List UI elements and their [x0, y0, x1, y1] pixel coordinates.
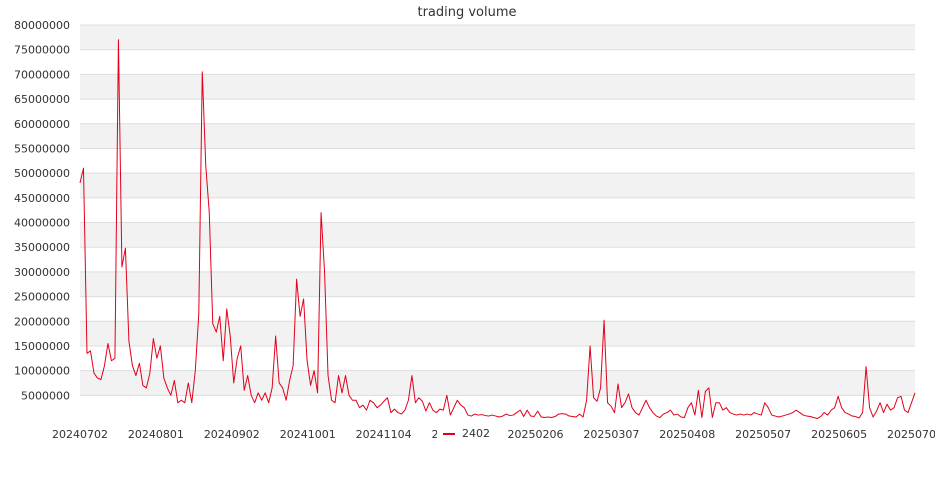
background-band	[80, 321, 915, 346]
x-tick-label: 20241104	[356, 428, 412, 441]
legend-background	[437, 424, 495, 442]
legend-label: 2402	[462, 427, 490, 440]
background-band	[80, 25, 915, 50]
y-tick-label: 60000000	[14, 118, 70, 131]
background-band	[80, 370, 915, 396]
background-band	[80, 271, 915, 297]
background-band	[80, 222, 915, 248]
x-tick-label: 20250408	[659, 428, 715, 441]
y-tick-label: 55000000	[14, 142, 70, 155]
background-bands	[80, 25, 915, 396]
y-tick-label: 15000000	[14, 340, 70, 353]
x-tick-label: 20240902	[204, 428, 260, 441]
y-tick-label: 70000000	[14, 68, 70, 81]
y-tick-label: 75000000	[14, 44, 70, 57]
x-tick-label: 20250704	[887, 428, 935, 441]
x-tick-label: 20240801	[128, 428, 184, 441]
background-band	[80, 74, 915, 100]
x-tick-label: 20240702	[52, 428, 108, 441]
legend: 2402	[437, 424, 495, 442]
gridlines	[80, 24, 915, 396]
y-tick-label: 35000000	[14, 241, 70, 254]
x-tick-label: 20250307	[583, 428, 639, 441]
x-tick-label: 20250605	[811, 428, 867, 441]
x-tick-label: 20250507	[735, 428, 791, 441]
y-tick-label: 65000000	[14, 93, 70, 106]
y-tick-label: 10000000	[14, 365, 70, 378]
y-tick-label: 40000000	[14, 217, 70, 230]
y-tick-label: 30000000	[14, 266, 70, 279]
y-tick-label: 80000000	[14, 19, 70, 32]
y-axis-ticks: 5000000 10000000 15000000 20000000 25000000 3…	[14, 19, 70, 402]
y-tick-label: 50000000	[14, 167, 70, 180]
y-tick-label: 45000000	[14, 192, 70, 205]
background-band	[80, 173, 915, 198]
y-tick-label: 25000000	[14, 291, 70, 304]
x-tick-label: 20241001	[280, 428, 336, 441]
y-tick-label: 20000000	[14, 315, 70, 328]
y-tick-label: 5000000	[21, 389, 70, 402]
background-band	[80, 123, 915, 149]
x-tick-label: 20250206	[507, 428, 563, 441]
series-line-2402	[79, 39, 916, 420]
chart-title: trading volume	[417, 5, 516, 20]
